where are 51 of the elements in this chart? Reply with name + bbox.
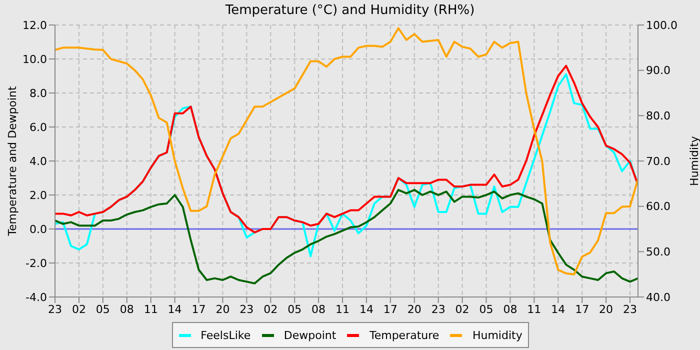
x-tick-label: 02 (455, 302, 470, 316)
x-tick-label: 23 (431, 302, 446, 316)
y2-tick-label: 80.0 (646, 110, 670, 123)
y2-tick-label: 70.0 (646, 154, 670, 168)
x-tick-label: 20 (599, 302, 614, 316)
line-series (55, 64, 638, 234)
x-tick-label: 08 (120, 302, 134, 316)
legend-label: Humidity (472, 328, 522, 342)
x-tick-label: 17 (383, 302, 398, 316)
y2-tick-label: 60.0 (646, 200, 670, 214)
x-tick-label: 17 (575, 302, 590, 316)
y-tick-label: 0.0 (30, 222, 47, 236)
y2-tick-label: 100.0 (646, 18, 678, 32)
x-tick-label: 02 (264, 302, 278, 316)
y-tick-label: -4.0 (26, 290, 47, 304)
x-tick-label: 11 (527, 302, 542, 316)
x-tick-label: 14 (359, 302, 374, 316)
x-tick-label: 05 (96, 302, 110, 316)
y-tick-label: 2.0 (30, 188, 47, 202)
x-tick-label: 23 (48, 302, 62, 316)
line-series (55, 27, 638, 276)
y2-tick-label: 40.0 (646, 290, 670, 304)
x-tick-label: 14 (551, 302, 566, 316)
legend-label: FeelsLike (200, 328, 251, 342)
y-tick-label: -2.0 (26, 256, 47, 270)
y-tick-label: 6.0 (30, 120, 47, 134)
y2-tick-label: 50.0 (646, 246, 670, 259)
x-tick-label: 23 (623, 302, 638, 316)
legend-label: Temperature (369, 328, 440, 342)
x-tick-label: 17 (192, 302, 206, 316)
x-tick-label: 20 (407, 302, 422, 316)
x-tick-label: 20 (216, 302, 230, 316)
x-tick-label: 05 (288, 302, 302, 316)
x-tick-label: 14 (168, 302, 182, 316)
legend-label: Dewpoint (284, 328, 336, 342)
x-tick-label: 02 (72, 302, 86, 316)
x-tick-label: 23 (240, 302, 254, 316)
y2-axis-title: Humidity (688, 136, 700, 186)
chart-title: Temperature (°C) and Humidity (RH%) (224, 3, 476, 18)
y-tick-label: 8.0 (30, 86, 47, 100)
x-tick-label: 08 (503, 302, 518, 316)
line-series (55, 188, 638, 284)
y-axis-title: Temperature and Dewpoint (6, 85, 19, 237)
y-tick-label: 4.0 (30, 154, 47, 168)
y-tick-label: 12.0 (22, 18, 47, 32)
x-tick-label: 08 (312, 302, 326, 316)
x-tick-label: 11 (336, 302, 350, 316)
x-tick-label: 11 (144, 302, 158, 316)
y2-tick-label: 90.0 (646, 64, 670, 78)
y-tick-label: 10.0 (22, 52, 47, 66)
x-tick-label: 05 (479, 302, 494, 316)
